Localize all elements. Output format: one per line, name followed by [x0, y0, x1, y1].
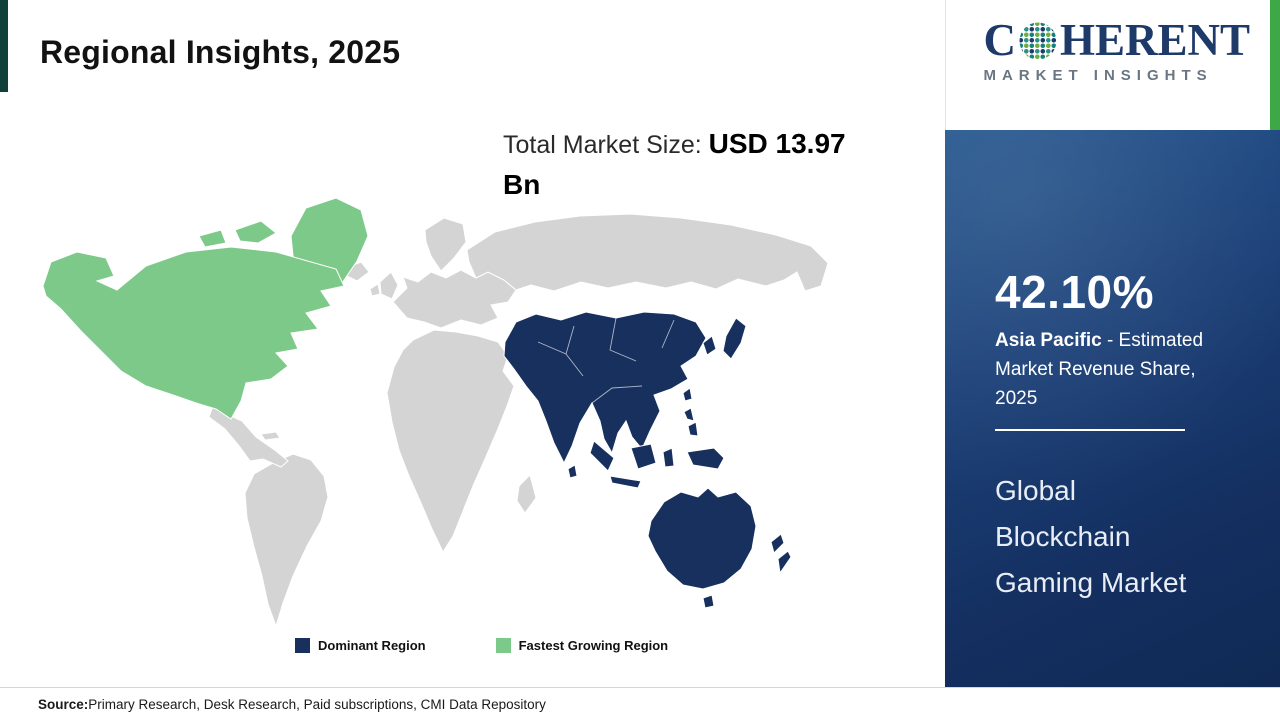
- revenue-share-desc-text: - Estimated Market Revenue Share, 2025: [995, 330, 1204, 409]
- total-market-size: Total Market Size: USD 13.97 Bn: [503, 124, 873, 206]
- legend-label-fastest-growing: Fastest Growing Region: [518, 638, 669, 653]
- legend-label-dominant: Dominant Region: [318, 638, 426, 653]
- legend-item-dominant: Dominant Region: [295, 638, 426, 653]
- region-new-zealand: [770, 533, 792, 575]
- source-label: Source:: [38, 696, 89, 712]
- region-sumatra: [589, 440, 615, 472]
- region-europe: [392, 269, 517, 329]
- brand-subtitle: MARKET INSIGHTS: [983, 67, 1213, 84]
- revenue-share-region: Asia Pacific: [995, 330, 1102, 351]
- region-new-guinea: [686, 447, 725, 470]
- revenue-share-description: Asia Pacific - Estimated Market Revenue …: [995, 326, 1233, 413]
- asia-country-borders: [537, 317, 675, 404]
- dotted-globe-icon: [1019, 22, 1057, 59]
- region-russia: [466, 213, 829, 292]
- fastest-growing-region-swatch-icon: [495, 638, 511, 653]
- region-ireland: [369, 283, 381, 297]
- region-korea: [702, 335, 717, 356]
- market-name: Global Blockchain Gaming Market: [995, 475, 1187, 598]
- region-arctic-islands: [198, 220, 277, 248]
- region-africa: [386, 329, 515, 554]
- region-scandinavia: [424, 217, 467, 272]
- page-title: Regional Insights, 2025: [40, 34, 401, 70]
- region-japan: [722, 317, 747, 360]
- total-market-size-label: Total Market Size:: [503, 131, 709, 159]
- region-caribbean: [260, 431, 281, 441]
- revenue-share-value: 42.10%: [995, 266, 1155, 318]
- region-philippines: [683, 407, 699, 437]
- region-asia-main: [503, 311, 707, 465]
- region-uk: [379, 271, 399, 300]
- top-left-accent-bar: [0, 0, 8, 92]
- region-borneo: [630, 443, 657, 470]
- sidebar-divider: [995, 429, 1185, 431]
- stats-sidebar: 42.10% Asia Pacific - Estimated Market R…: [945, 130, 1280, 687]
- region-madagascar: [516, 474, 537, 514]
- region-tasmania: [702, 594, 715, 609]
- region-australia: [647, 487, 757, 590]
- map-legend: Dominant Region Fastest Growing Region: [295, 638, 668, 653]
- brand-wordmark: C HERENT: [983, 18, 1250, 63]
- dominant-region-swatch-icon: [295, 638, 310, 653]
- world-map: [42, 197, 829, 628]
- region-central-america: [208, 405, 289, 468]
- region-taiwan: [682, 387, 693, 402]
- region-north-america: [42, 246, 345, 420]
- brand-letter-c: C: [983, 15, 1016, 65]
- source-text: Primary Research, Desk Research, Paid su…: [88, 696, 546, 712]
- logo-green-accent-bar: [1270, 0, 1280, 130]
- brand-logo-block: C HERENT MARKET INSIGHTS: [945, 0, 1280, 130]
- region-java: [609, 475, 642, 489]
- legend-item-fastest-growing: Fastest Growing Region: [495, 638, 669, 653]
- region-sri-lanka: [567, 464, 578, 479]
- region-sulawesi: [662, 447, 675, 468]
- brand-rest: HERENT: [1059, 15, 1250, 65]
- region-south-america: [244, 453, 329, 628]
- brand-logo: C HERENT MARKET INSIGHTS: [983, 18, 1250, 85]
- total-market-size-value: USD 13.97 Bn: [503, 128, 846, 200]
- source-footer: Source: Primary Research, Desk Research,…: [0, 687, 1280, 720]
